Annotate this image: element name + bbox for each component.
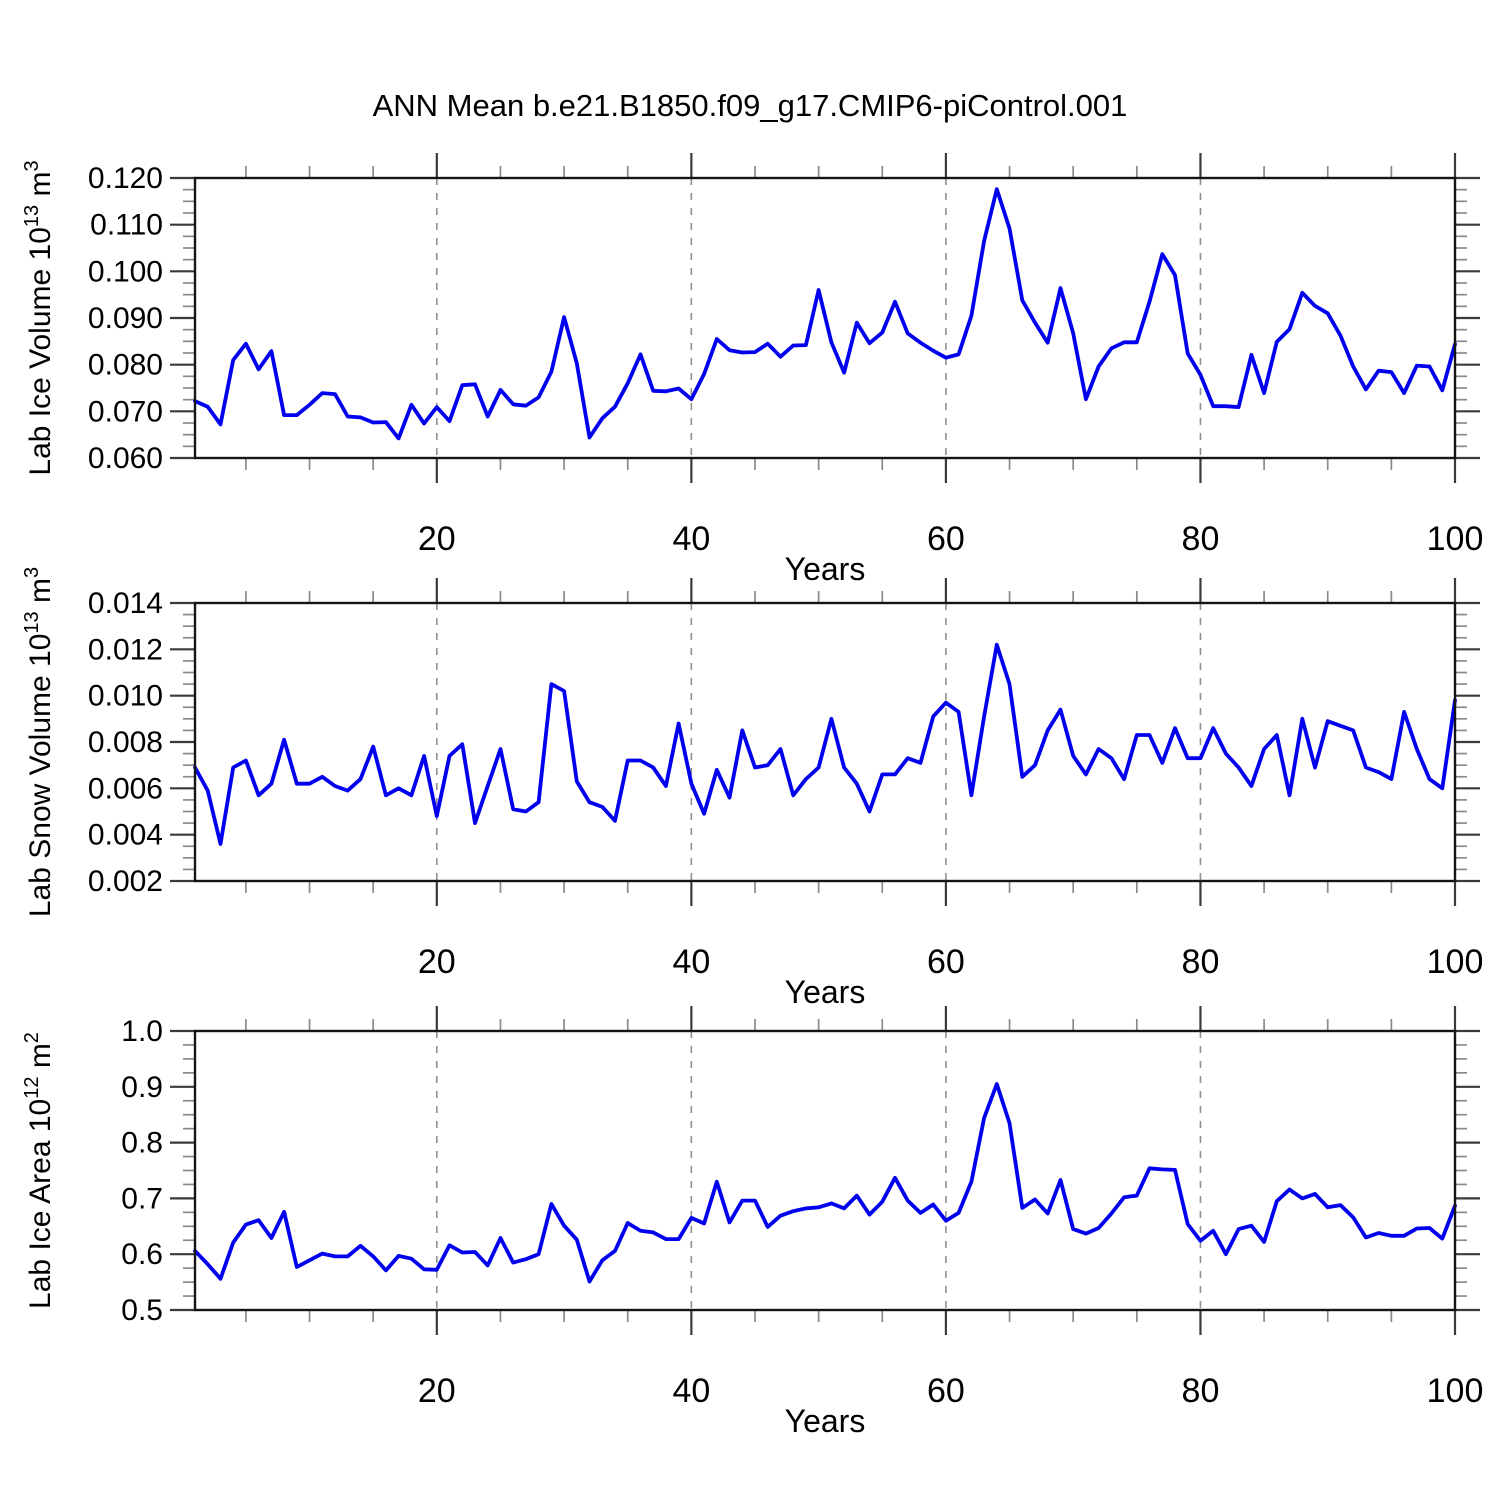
page-title: ANN Mean b.e21.B1850.f09_g17.CMIP6-piCon…	[372, 88, 1128, 123]
lab-ice-area-series	[193, 1082, 1457, 1284]
x-axis-title: Years	[785, 974, 866, 1010]
y-tick-label: 0.110	[90, 209, 163, 242]
y-tick-label: 0.080	[88, 349, 163, 382]
y-tick-label: 0.9	[121, 1071, 163, 1104]
y-tick-label: 0.006	[88, 772, 163, 805]
panel-lab-ice-area: 20 40 60 80 100 0.5 0.6 0.7 0.8 0.9 1.0 Years Lab Ic…	[21, 1006, 1483, 1439]
y-tick-label: 0.120	[88, 162, 163, 195]
y-tick-label: 0.008	[88, 726, 163, 759]
x-tick-label: 20	[418, 943, 456, 981]
y-tick-label: 0.004	[88, 819, 163, 852]
y-tick-label: 0.100	[88, 255, 163, 288]
x-tick-label: 80	[1182, 1372, 1220, 1410]
x-tick-label: 60	[927, 520, 965, 558]
y-axis-title: Lab Snow Volume 1013 m3	[21, 567, 57, 917]
y-axis-title: Lab Ice Volume 1013 m3	[21, 160, 57, 475]
y-axis-title: Lab Ice Area 1012 m2	[21, 1032, 57, 1309]
y-tick-label: 0.002	[88, 865, 163, 898]
x-tick-label: 40	[672, 1372, 710, 1410]
plot-frame	[193, 601, 1457, 883]
panel-lab-snow-volume: 20 40 60 80 100 0.002 0.004 0.006 0.008 0.010 0.01…	[21, 567, 1483, 1010]
y-tick-label: 0.7	[121, 1182, 163, 1215]
y-tick-label: 1.0	[121, 1015, 163, 1048]
x-tick-label: 20	[418, 1372, 456, 1410]
y-tick-label: 0.5	[121, 1294, 163, 1327]
y-tick-label: 0.090	[88, 302, 163, 335]
x-tick-label: 60	[927, 943, 965, 981]
x-tick-label: 60	[927, 1372, 965, 1410]
y-tick-label: 0.6	[121, 1238, 163, 1271]
y-tick-label: 0.070	[88, 395, 163, 428]
y-tick-label: 0.010	[88, 680, 163, 713]
y-tick-label: 0.014	[88, 587, 163, 620]
plot-frame	[193, 1029, 1457, 1312]
lab-ice-volume-series	[193, 187, 1457, 441]
plot-frame	[193, 176, 1457, 460]
x-tick-label: 100	[1427, 1372, 1484, 1410]
x-tick-label: 100	[1427, 520, 1484, 558]
x-tick-label: 20	[418, 520, 456, 558]
y-tick-label: 0.012	[88, 633, 163, 666]
x-tick-label: 80	[1182, 943, 1220, 981]
panel-lab-ice-volume: 20 40 60 80 100 0.060 0.070 0.080 0.090 0.100 0.11…	[21, 153, 1483, 587]
y-tick-label: 0.060	[88, 442, 163, 475]
x-tick-label: 100	[1427, 943, 1484, 981]
x-tick-label: 40	[672, 520, 710, 558]
x-axis-title: Years	[785, 1403, 866, 1439]
y-tick-label: 0.8	[121, 1127, 163, 1160]
x-axis-title: Years	[785, 551, 866, 587]
x-tick-label: 40	[672, 943, 710, 981]
lab-snow-volume-series	[193, 642, 1457, 846]
x-tick-label: 80	[1182, 520, 1220, 558]
